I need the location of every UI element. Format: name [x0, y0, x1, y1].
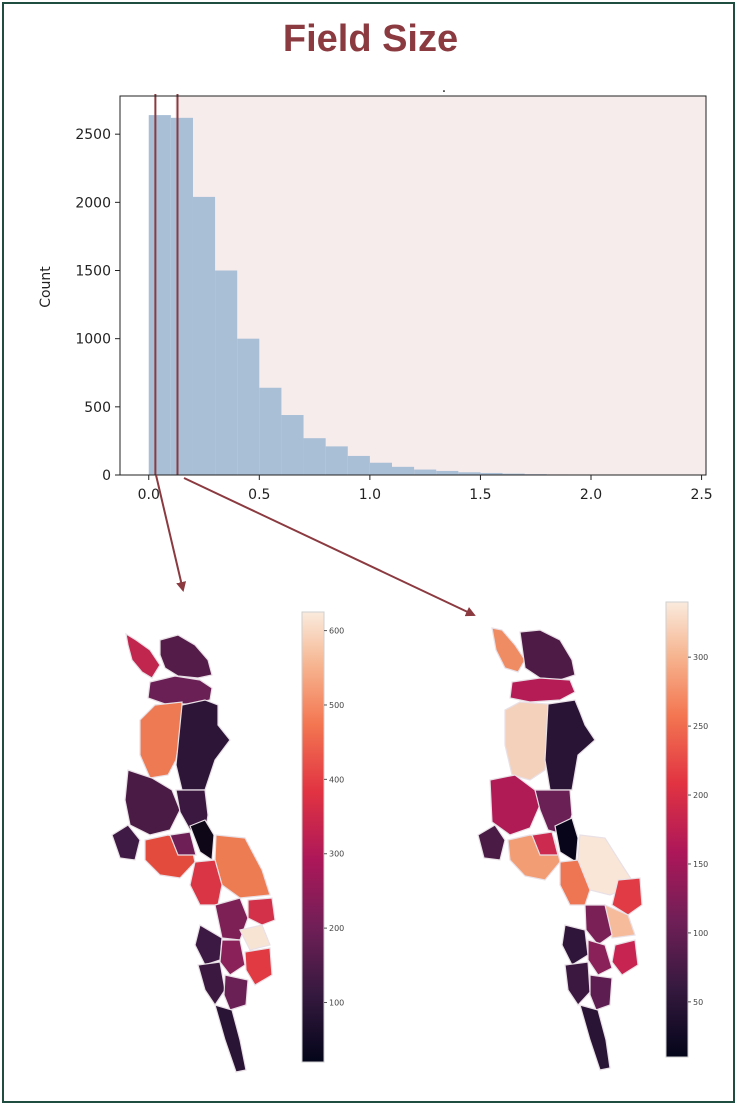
histogram-bar [148, 115, 171, 475]
arrow-to-left-map [155, 474, 187, 592]
right-district-map [477, 627, 643, 1071]
right-map-region-central-red [531, 831, 559, 856]
left-map-region-west-orange [139, 701, 183, 779]
histogram: 0.0 0.5 1.0 1.5 2.0 2.5 05001000150020002500 … [38, 80, 713, 503]
histogram-bar [215, 270, 238, 475]
right-map-region-south-west [561, 924, 589, 966]
figure-title: Field Size [282, 18, 459, 60]
right-colorbar: 50 100 150 200 250 300 [665, 601, 708, 1058]
left-map-region-south-tip [214, 1004, 247, 1073]
colorbar-tick-label: 400 [329, 775, 344, 784]
right-map-region-south-dark [564, 961, 591, 1006]
colorbar-tick-label: 150 [693, 860, 708, 869]
histogram-dot: . [442, 80, 446, 96]
colorbar-tick-label: 500 [329, 701, 344, 710]
left-map-region-center-west [124, 769, 181, 836]
colorbar-tick-label: 50 [693, 998, 703, 1007]
left-map-region-north-tip [125, 632, 161, 679]
histogram-bar [303, 438, 326, 475]
right-map-region-south-east [611, 939, 639, 976]
histogram-bar [369, 462, 392, 475]
right-map-region-north-tip [491, 627, 526, 673]
histogram-y-tick-label: 1500 [75, 264, 111, 280]
histogram-y-label: Count [38, 266, 54, 308]
left-map-region-north-east [159, 634, 213, 679]
left-map-region-south-red [247, 897, 276, 926]
right-colorbar-gradient [665, 601, 689, 1058]
histogram-y-tick-label: 2000 [75, 195, 111, 211]
histogram-x-tick-label: 0.5 [248, 487, 270, 503]
left-colorbar-gradient [301, 611, 325, 1063]
histogram-x-tick-label: 2.5 [690, 487, 712, 503]
histogram-bars [148, 115, 636, 475]
histogram-bar [170, 117, 193, 475]
histogram-y-tick-label: 0 [102, 468, 111, 484]
histogram-frame [119, 95, 707, 476]
callout-arrows [155, 474, 476, 617]
left-map-region-south-red-east [244, 947, 273, 986]
colorbar-tick-label: 100 [329, 998, 344, 1007]
colorbar-tick-label: 200 [329, 924, 344, 933]
left-map-region-south-west [194, 924, 223, 966]
left-map-region-south-purple [219, 939, 246, 976]
colorbar-tick-label: 200 [693, 791, 708, 800]
histogram-bar [502, 473, 525, 475]
right-map-region-lake-dark [554, 817, 579, 864]
histogram-bar [259, 387, 282, 475]
histogram-bar [414, 469, 437, 475]
colorbar-tick-label: 300 [693, 653, 708, 662]
right-map-region-southwest-small [477, 824, 506, 861]
histogram-bar [281, 415, 304, 475]
histogram-marker-lines [154, 94, 179, 475]
colorbar-tick-label: 250 [693, 722, 708, 731]
left-district-map [111, 632, 276, 1073]
right-map-region-east-dark [544, 699, 596, 791]
right-map-region-south-red [611, 877, 643, 916]
left-colorbar-ticks: 100 200 300 400 500 600 [324, 627, 344, 1007]
colorbar-tick-label: 600 [329, 627, 344, 636]
histogram-bar [325, 446, 348, 475]
left-map-region-southwest-small [111, 824, 141, 861]
colorbar-tick-label: 300 [329, 850, 344, 859]
colorbar-tick-label: 100 [693, 929, 708, 938]
histogram-bar [192, 196, 216, 475]
histogram-x-tick-label: 1.0 [359, 487, 381, 503]
left-map-region-south-purple-2 [223, 974, 249, 1011]
left-map-region-central-purple [169, 831, 197, 856]
histogram-bar [480, 472, 503, 475]
right-map-region-south-center [584, 904, 613, 946]
histogram-bar [436, 470, 459, 475]
histogram-bar [237, 338, 260, 475]
histogram-x-ticks: 0.0 0.5 1.0 1.5 2.0 2.5 [138, 475, 713, 503]
right-map-region-south-purple [587, 939, 613, 976]
histogram-y-ticks: 0 500 1000 1500 2000 2500 [75, 127, 120, 484]
left-map-region-south-light [239, 924, 271, 951]
left-colorbar: 100 200 300 400 500 600 [301, 611, 344, 1063]
left-map-region-east-orange [214, 834, 271, 899]
histogram-y-tick-label: 2500 [75, 127, 111, 143]
left-map-region-south-dark [197, 961, 226, 1007]
histogram-y-tick-label: 1000 [75, 332, 111, 348]
right-colorbar-ticks: 50 100 150 200 250 300 [688, 653, 708, 1007]
left-map-region-north-mid [147, 675, 213, 705]
right-map-region-center-west [489, 774, 541, 836]
right-map-region-west-light [504, 701, 549, 781]
arrow-to-right-map [183, 477, 476, 617]
right-map-region-south-tip [579, 1004, 611, 1071]
histogram-bar [458, 472, 481, 475]
histogram-bar [391, 466, 415, 475]
histogram-x-tick-label: 2.0 [580, 487, 602, 503]
left-map-region-east-dark [175, 699, 231, 791]
left-map-region-lake-dark [189, 819, 215, 862]
histogram-y-tick-label: 500 [84, 400, 111, 416]
right-map-region-south-purple-2 [589, 974, 613, 1011]
histogram-x-tick-label: 1.5 [469, 487, 491, 503]
histogram-x-tick-label: 0.0 [138, 487, 160, 503]
histogram-bar [347, 455, 370, 475]
left-map-region-center-red [189, 859, 223, 906]
right-map-region-north-east [519, 629, 576, 681]
right-map-region-north-mid [509, 677, 576, 703]
